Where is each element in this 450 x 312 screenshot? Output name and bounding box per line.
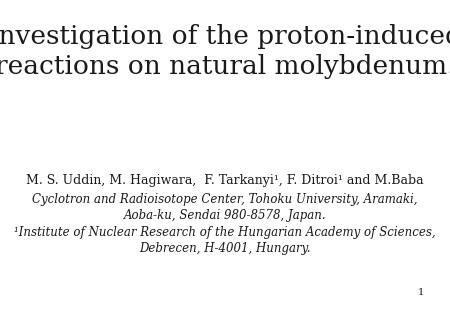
Text: Cyclotron and Radioisotope Center, Tohoku University, Aramaki,
Aoba-ku, Sendai 9: Cyclotron and Radioisotope Center, Tohok… <box>14 193 436 255</box>
Text: M. S. Uddin, M. Hagiwara,  F. Tarkanyi¹, F. Ditroi¹ and M.Baba: M. S. Uddin, M. Hagiwara, F. Tarkanyi¹, … <box>26 173 424 187</box>
Text: 1: 1 <box>418 288 424 297</box>
Text: Investigation of the proton-induced
reactions on natural molybdenum.: Investigation of the proton-induced reac… <box>0 24 450 79</box>
